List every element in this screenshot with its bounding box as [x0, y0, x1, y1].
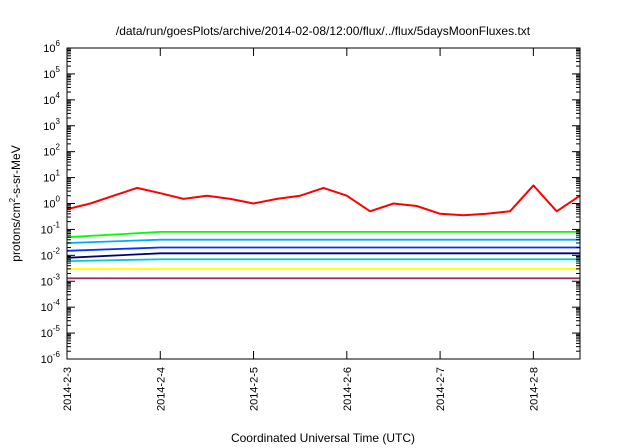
series-line-6 [66, 258, 580, 262]
series-line-2 [66, 230, 580, 239]
y-axis-label-superscript: 2 [8, 197, 17, 202]
y-tick-label: 10-5 [41, 324, 61, 340]
x-tick-label: 2014-2-5 [249, 367, 261, 411]
y-tick-label: 103 [43, 117, 60, 133]
x-tick-label: 2014-2-3 [62, 367, 74, 411]
series-line-5 [66, 252, 580, 259]
y-axis-label: protons/cm2-s-sr-MeV [8, 145, 23, 261]
y-tick-label: 10-1 [41, 220, 61, 236]
series-line-1 [66, 184, 581, 217]
y-tick-label: 10-3 [41, 272, 61, 288]
chart-title: /data/run/goesPlots/archive/2014-02-08/1… [116, 24, 531, 38]
y-tick-label: 106 [43, 39, 60, 55]
y-tick-label: 105 [43, 65, 60, 81]
series-line-3 [66, 238, 580, 244]
x-axis-label: Coordinated Universal Time (UTC) [231, 431, 415, 445]
series-layer [66, 184, 581, 280]
ticks-layer: 10-6 10-5 10-4 10-3 10-2 10-1 100 101 102 103 104 1… [41, 39, 580, 411]
y-tick-label: 101 [43, 169, 60, 185]
y-tick-label: 100 [43, 195, 60, 211]
x-tick-label: 2014-2-8 [528, 367, 540, 411]
x-tick-label: 2014-2-6 [342, 367, 354, 411]
y-axis-label-main: protons/cm [9, 202, 23, 261]
y-tick-label: 10-2 [41, 246, 61, 262]
y-tick-label: 102 [43, 143, 60, 159]
x-tick-label: 2014-2-7 [435, 367, 447, 411]
series-line-4 [66, 246, 580, 252]
y-tick-label: 10-6 [41, 350, 61, 366]
y-tick-label: 10-4 [41, 298, 61, 314]
x-tick-label: 2014-2-4 [155, 367, 167, 411]
y-tick-label: 104 [43, 91, 60, 107]
y-axis-label-units: -s-sr-MeV [9, 145, 23, 198]
plot-frame [66, 47, 581, 360]
